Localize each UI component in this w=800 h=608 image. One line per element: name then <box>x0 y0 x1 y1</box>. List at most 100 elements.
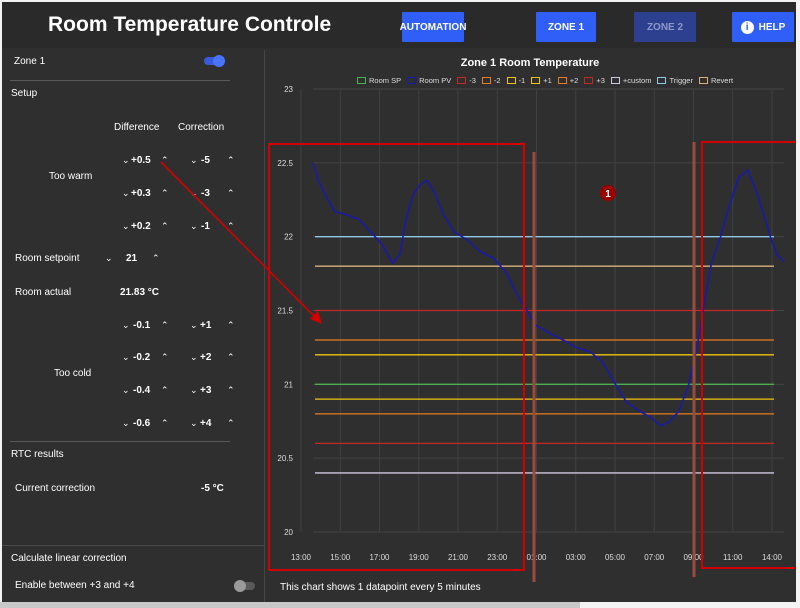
legend-swatch <box>610 77 620 84</box>
arrow-head-icon <box>310 311 322 324</box>
legend-label: -1 <box>518 76 526 85</box>
y-tick-label: 23 <box>284 85 293 94</box>
legend-label: +3 <box>596 76 605 85</box>
legend-item[interactable]: Trigger <box>657 76 693 85</box>
too-cold-correction-4: +4 <box>200 418 212 429</box>
legend-item[interactable]: -3 <box>457 76 476 85</box>
chevron-up-icon[interactable]: ⌃ <box>227 352 235 362</box>
chevron-down-icon[interactable]: ⌄ <box>190 385 198 395</box>
x-tick-label: 15:00 <box>330 553 351 562</box>
chevron-down-icon[interactable]: ⌄ <box>122 188 130 198</box>
legend-item[interactable]: +3 <box>584 76 605 85</box>
room-setpoint-value: 21 <box>126 253 138 264</box>
zone1-button[interactable]: ZONE 1 <box>536 12 596 42</box>
page-title: Room Temperature Controle <box>48 13 332 36</box>
chevron-down-icon[interactable]: ⌄ <box>105 253 113 263</box>
chevron-down-icon[interactable]: ⌄ <box>190 188 198 198</box>
x-tick-label: 03:00 <box>566 553 587 562</box>
too-warm-label: Too warm <box>49 171 93 182</box>
chevron-up-icon[interactable]: ⌃ <box>161 221 169 231</box>
chevron-down-icon[interactable]: ⌄ <box>190 352 198 362</box>
chevron-up-icon[interactable]: ⌃ <box>161 155 169 165</box>
legend-swatch <box>557 77 567 84</box>
series-line-room-pv <box>312 162 785 427</box>
chevron-up-icon[interactable]: ⌃ <box>161 320 169 330</box>
chevron-down-icon[interactable]: ⌄ <box>190 221 198 231</box>
zone-toggle[interactable] <box>204 55 225 67</box>
chevron-up-icon[interactable]: ⌃ <box>227 320 235 330</box>
legend-item[interactable]: +1 <box>531 76 552 85</box>
x-tick-label: 13:00 <box>291 553 312 562</box>
chevron-up-icon[interactable]: ⌃ <box>161 352 169 362</box>
chevron-up-icon[interactable]: ⌃ <box>152 253 160 263</box>
enable-between-label: Enable between +3 and +4 <box>15 580 135 591</box>
correction-header: Correction <box>178 122 225 133</box>
chart-title: Zone 1 Room Temperature <box>460 57 600 69</box>
zone2-button[interactable]: ZONE 2 <box>634 12 696 42</box>
legend-swatch <box>657 77 667 84</box>
chevron-up-icon[interactable]: ⌃ <box>227 221 235 231</box>
annotation-arrow <box>160 161 317 319</box>
chevron-down-icon[interactable]: ⌄ <box>122 155 130 165</box>
legend-label: +custom <box>622 76 652 85</box>
chart-legend: Room SP Room PV -3 -2 -1 +1 +2 +3 +custom Trigger… <box>357 76 733 85</box>
legend-swatch <box>357 77 366 84</box>
chart-footnote: This chart shows 1 datapoint every 5 min… <box>280 582 481 593</box>
too-cold-difference-4: -0.6 <box>133 418 151 429</box>
chevron-up-icon[interactable]: ⌃ <box>227 385 235 395</box>
enable-toggle-knob <box>234 580 246 592</box>
chevron-down-icon[interactable]: ⌄ <box>122 352 130 362</box>
chevron-up-icon[interactable]: ⌃ <box>227 418 235 428</box>
too-warm-correction-2: -3 <box>201 188 210 199</box>
chevron-down-icon[interactable]: ⌄ <box>122 221 130 231</box>
legend-item[interactable]: Room SP <box>357 76 401 85</box>
header: Room Temperature Controle AUTOMATION ZON… <box>2 2 796 48</box>
chevron-up-icon[interactable]: ⌃ <box>161 188 169 198</box>
legend-item[interactable]: -2 <box>481 76 501 85</box>
zone-label: Zone 1 <box>14 56 46 67</box>
chevron-up-icon[interactable]: ⌃ <box>161 418 169 428</box>
panel-divider <box>264 50 265 602</box>
legend-item[interactable]: +2 <box>557 76 578 85</box>
zone-toggle-knob <box>213 55 225 67</box>
automation-button[interactable]: AUTOMATION <box>400 12 466 42</box>
app: Room Temperature Controle AUTOMATION ZON… <box>2 2 796 602</box>
x-tick-label: 05:00 <box>605 553 626 562</box>
chevron-down-icon[interactable]: ⌄ <box>122 320 130 330</box>
too-warm-difference-3: +0.2 <box>131 221 151 232</box>
current-correction-value: -5 °C <box>201 483 224 494</box>
enable-toggle[interactable] <box>234 580 255 592</box>
too-warm-correction-3: -1 <box>201 221 210 232</box>
legend-swatch <box>457 77 467 84</box>
legend-swatch <box>407 77 417 84</box>
legend-label: Room PV <box>419 76 452 85</box>
calc-linear-label: Calculate linear correction <box>11 553 127 564</box>
room-actual-label: Room actual <box>15 287 72 298</box>
chevron-up-icon[interactable]: ⌃ <box>227 155 235 165</box>
legend-label: Trigger <box>669 76 693 85</box>
divider <box>2 545 264 546</box>
legend-label: +1 <box>543 76 552 85</box>
too-cold-difference-1: -0.1 <box>133 320 151 331</box>
rtc-results-label: RTC results <box>11 449 64 460</box>
legend-item[interactable]: -1 <box>506 76 526 85</box>
chevron-up-icon[interactable]: ⌃ <box>227 188 235 198</box>
legend-item[interactable]: Room PV <box>407 76 451 85</box>
chevron-down-icon[interactable]: ⌄ <box>122 385 130 395</box>
legend-item[interactable]: Revert <box>698 76 733 85</box>
chevron-down-icon[interactable]: ⌄ <box>190 418 198 428</box>
chevron-down-icon[interactable]: ⌄ <box>190 155 198 165</box>
y-tick-label: 20 <box>284 528 293 537</box>
marker-label: 1 <box>605 189 611 200</box>
chevron-down-icon[interactable]: ⌄ <box>122 418 130 428</box>
sidebar: Zone 1 Setup Difference Correction Too w… <box>2 48 264 602</box>
too-warm-difference-2: +0.3 <box>131 188 151 199</box>
difference-header: Difference <box>114 122 160 133</box>
too-warm-difference-1: +0.5 <box>131 155 151 166</box>
help-button[interactable]: i HELP <box>732 12 794 42</box>
chevron-up-icon[interactable]: ⌃ <box>161 385 169 395</box>
too-cold-label: Too cold <box>54 368 92 379</box>
chevron-down-icon[interactable]: ⌄ <box>190 320 198 330</box>
legend-item[interactable]: +custom <box>610 76 652 85</box>
horizontal-scrollbar[interactable] <box>0 602 580 608</box>
